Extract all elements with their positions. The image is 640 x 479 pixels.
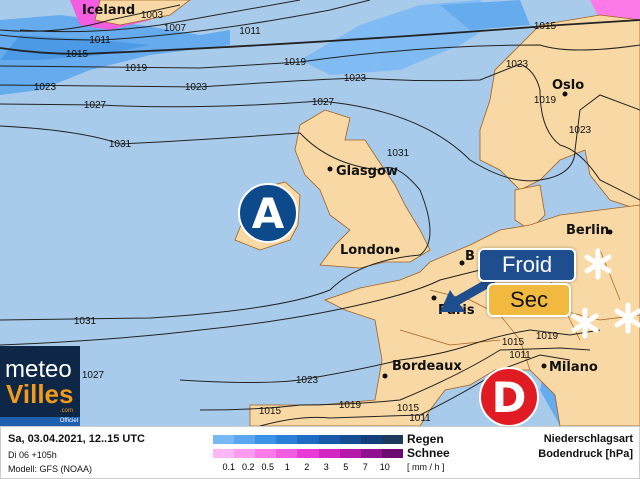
- isobar-label: 1019: [339, 400, 362, 411]
- legend-panel: Sa, 03.04.2021, 12..15 UTC Di 06 +105h M…: [0, 426, 640, 479]
- label-glasgow: Glasgow: [336, 164, 398, 179]
- dot-paris: [431, 295, 437, 301]
- isobar-label: 1023: [569, 125, 592, 136]
- isobar-label: 1023: [34, 82, 57, 93]
- isobar-label: 1007: [164, 23, 187, 34]
- rain-swatch: [255, 435, 277, 444]
- label-bruxelles: B: [465, 249, 475, 264]
- logo-text-2: Villes: [6, 379, 74, 409]
- scale-tick: 3: [323, 462, 329, 472]
- pressure-label: Bodendruck [hPa]: [538, 448, 633, 460]
- label-milano: Milano: [549, 360, 598, 375]
- snow-swatch: [297, 449, 319, 458]
- isobar-label: 1015: [259, 406, 282, 417]
- isobar-label: 1003: [141, 10, 164, 21]
- rain-swatch: [234, 435, 256, 444]
- dot-oslo: [562, 91, 568, 97]
- isobar-label: 1019: [534, 95, 557, 106]
- rain-swatch: [339, 435, 361, 444]
- dot-glasgow: [327, 166, 333, 172]
- high-label: A: [252, 189, 285, 238]
- precip-type-label: Niederschlagsart: [543, 433, 633, 445]
- isobar-label: 1011: [239, 26, 261, 37]
- meteovilles-logo: meteo Villes .com Officiel: [0, 346, 80, 426]
- snow-label: Schnee: [407, 446, 450, 460]
- model-name: Modell: GFS (NOAA): [8, 464, 93, 474]
- scale-tick: 0.5: [261, 462, 274, 472]
- rain-label: Regen: [407, 432, 444, 446]
- snow-swatch: [339, 449, 361, 458]
- isobar-label: 1023: [344, 73, 367, 84]
- rain-swatch: [297, 435, 319, 444]
- rain-swatch: [276, 435, 298, 444]
- snow-swatch: [360, 449, 382, 458]
- isobar-label: 1011: [89, 35, 111, 46]
- isobar-label: 1027: [312, 97, 335, 108]
- dry-badge: Sec: [487, 283, 571, 317]
- snow-swatch: [234, 449, 256, 458]
- unit-label: [ mm / h ]: [407, 462, 445, 472]
- dot-berlin: [607, 229, 613, 235]
- isobar-label: 1019: [284, 57, 307, 68]
- isobar-label: 1027: [84, 100, 107, 111]
- logo-text-1: meteo: [5, 356, 72, 383]
- label-iceland: Iceland: [82, 3, 135, 18]
- isobar-label: 1023: [506, 59, 529, 70]
- snow-swatch: [255, 449, 277, 458]
- cities: Iceland Glasgow London B Paris Bordeaux …: [82, 3, 613, 379]
- snowflake-icon: [571, 248, 640, 339]
- label-berlin: Berlin: [566, 223, 609, 238]
- rain-color-scale: [213, 435, 403, 444]
- rain-swatch: [213, 435, 235, 444]
- scale-tick: 5: [343, 462, 349, 472]
- label-oslo: Oslo: [552, 78, 584, 93]
- rain-swatch: [318, 435, 340, 444]
- label-london: London: [340, 243, 394, 258]
- scale-tick: 0.2: [241, 462, 255, 472]
- snow-swatch: [213, 449, 235, 458]
- isobar-label: 1019: [125, 63, 148, 74]
- isobar-label: 1027: [82, 370, 105, 381]
- scale-tick: 2: [304, 462, 310, 472]
- forecast-date: Sa, 03.04.2021, 12..15 UTC: [8, 433, 145, 445]
- dot-milano: [541, 363, 547, 369]
- isobar-label: 1031: [74, 316, 97, 327]
- snow-swatch: [381, 449, 403, 458]
- isobar-label: 1011: [409, 413, 431, 424]
- low-pressure-marker: D: [479, 367, 539, 426]
- isobar-label: 1015: [397, 403, 420, 414]
- logo-tag: Officiel: [0, 417, 80, 426]
- dot-london: [394, 247, 400, 253]
- scale-tick: 1: [284, 462, 290, 472]
- isobar-label: 1015: [502, 337, 525, 348]
- low-label: D: [492, 373, 527, 422]
- label-bordeaux: Bordeaux: [392, 359, 462, 374]
- logo-domain: .com: [60, 408, 74, 414]
- arrow-down-left-icon: [440, 277, 495, 312]
- dot-bruxelles: [459, 260, 465, 266]
- cold-badge: Froid: [478, 248, 576, 282]
- scale-tick: 7: [362, 462, 368, 472]
- snow-swatch: [276, 449, 298, 458]
- snow-color-scale: [213, 449, 403, 458]
- isobar-label: 1015: [534, 21, 557, 32]
- isobar-label: 1031: [387, 148, 410, 159]
- scale-tick: 0.1: [222, 462, 235, 472]
- snow-swatch: [318, 449, 340, 458]
- forecast-run: Di 06 +105h: [8, 450, 57, 460]
- isobar-label: 1023: [296, 375, 319, 386]
- isobar-label: 1031: [109, 139, 132, 150]
- isobar-label: 1023: [185, 82, 208, 93]
- isobar-label: 1011: [509, 350, 531, 361]
- rain-swatch: [381, 435, 403, 444]
- dot-bordeaux: [382, 373, 388, 379]
- isobar-label: 1019: [536, 331, 559, 342]
- scale-ticks: 0.1 0.2 0.5 1 2 3 5 7 10: [219, 462, 395, 472]
- rain-swatch: [360, 435, 382, 444]
- high-pressure-marker: A: [238, 183, 298, 243]
- scale-tick: 10: [379, 462, 390, 472]
- isobar-label: 1015: [66, 49, 89, 60]
